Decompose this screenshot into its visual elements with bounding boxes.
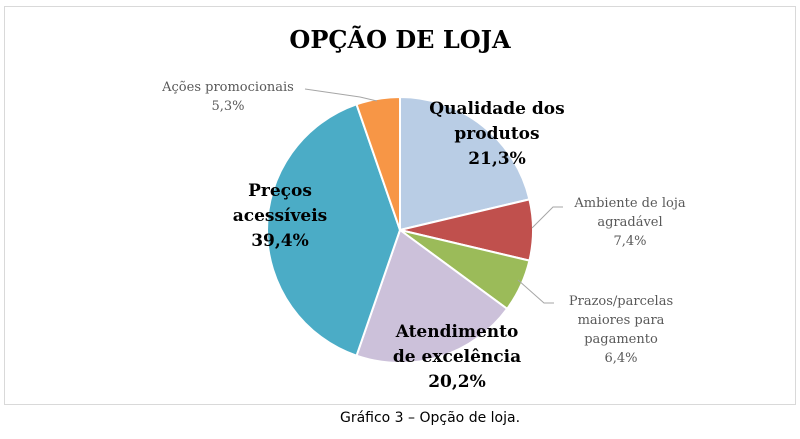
leader-line-2 — [517, 279, 554, 304]
figure-caption: Gráfico 3 – Opção de loja. — [339, 410, 521, 426]
slice-label-0: Qualidade dos produtos 21,3% — [429, 99, 564, 169]
slice-label-5: Ações promocionais 5,3% — [161, 80, 294, 114]
slice-label-4: Preços acessíveis 39,4% — [233, 181, 328, 251]
pie-slice-3 — [355, 228, 509, 364]
chart-title: OPÇÃO DE LOJA — [289, 25, 511, 54]
leader-line-1 — [531, 206, 563, 229]
slice-label-1: Ambiente de loja agradável 7,4% — [573, 196, 685, 249]
chart-frame — [4, 6, 796, 405]
slice-label-2: Prazos/parcelas maiores para pagamento 6,4% — [569, 294, 673, 366]
pie-slice-0 — [399, 95, 531, 232]
pie-slice-5 — [355, 95, 401, 231]
pie-slice-4 — [266, 103, 402, 357]
leader-line-0 — [304, 88, 378, 102]
slice-label-3: Atendimento de excelência 20,2% — [393, 322, 521, 392]
